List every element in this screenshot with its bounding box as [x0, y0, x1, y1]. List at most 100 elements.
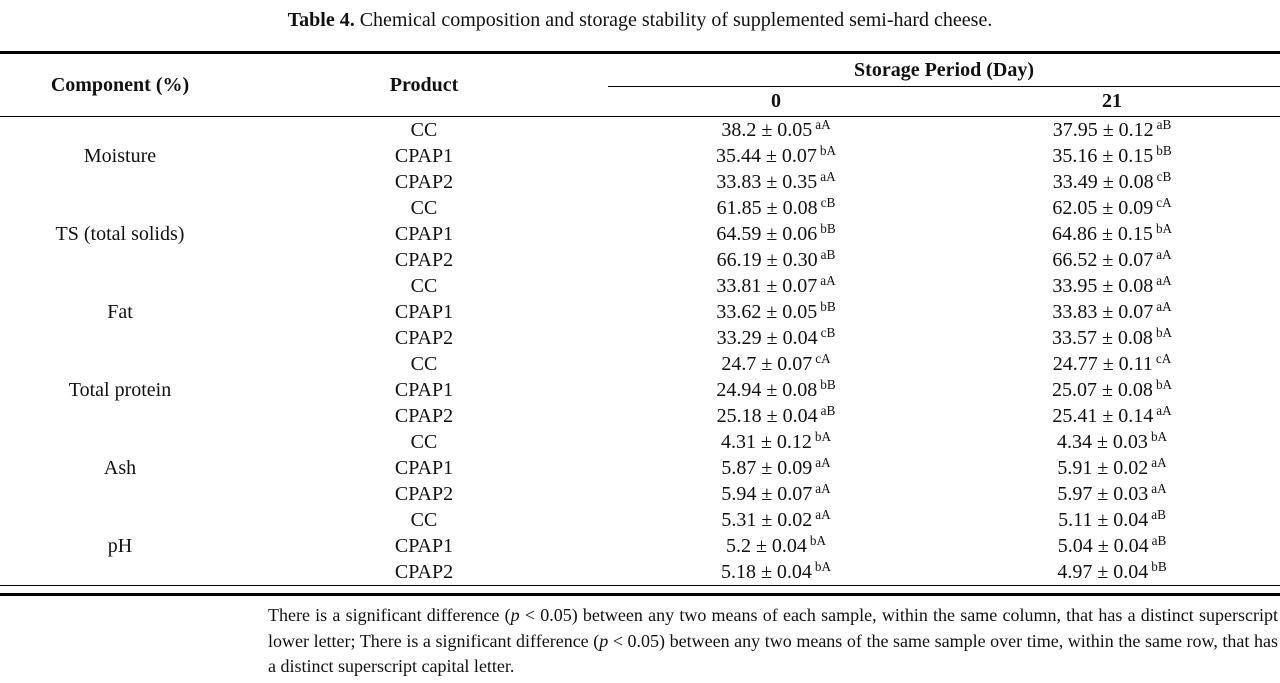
significance-superscript: aA [815, 506, 831, 522]
value-text: 33.29 ± 0.04 [716, 327, 818, 349]
product-cell: CPAP1 [394, 301, 454, 323]
significance-superscript: bA [1155, 376, 1173, 392]
table-row: Total protein CC 24.7 ± 0.07 cA 24.77 ± 0… [0, 351, 1280, 401]
value-cell-day21: 24.77 ± 0.11 cA [944, 351, 1280, 377]
value-cell-day0: 38.2 ± 0.05 aA [608, 117, 944, 144]
table-row: CPAP2 33.83 ± 0.35 aA 33.49 ± 0.08 cB [0, 169, 1280, 195]
value-text: 37.95 ± 0.12 [1052, 119, 1154, 141]
significance-superscript: cB [1156, 168, 1172, 184]
value-cell-day0: 64.59 ± 0.06 bB [608, 221, 944, 247]
product-cell: CPAP1 [394, 457, 454, 479]
component-cell: Fat [107, 301, 133, 323]
table-caption-text: Chemical composition and storage stabili… [354, 9, 993, 31]
significance-superscript: aB [1151, 506, 1166, 522]
significance-superscript: bB [820, 298, 836, 314]
value-text: 25.41 ± 0.14 [1052, 405, 1154, 427]
value-cell-day21: 35.16 ± 0.15 bB [944, 143, 1280, 169]
significance-superscript: bB [1151, 558, 1167, 574]
table-row: CPAP1 5.87 ± 0.09 aA 5.91 ± 0.02 aA [0, 455, 1280, 481]
product-cell: CPAP1 [394, 535, 454, 557]
significance-superscript: bB [820, 376, 836, 392]
footnote-text: There is a significant difference ( [268, 605, 511, 625]
table-caption: Table 4. Chemical composition and storag… [0, 0, 1280, 32]
significance-superscript: aA [1156, 272, 1172, 288]
product-cell: CPAP1 [394, 145, 454, 167]
value-text: 4.31 ± 0.12 [720, 431, 812, 453]
composition-table: Component (%) Product Storage Period (Da… [0, 51, 1280, 586]
value-cell-day21: 4.97 ± 0.04 bB [944, 559, 1280, 586]
footnote-p-italic: p [510, 605, 520, 625]
table-row: Fat CC 33.81 ± 0.07 aA 33.95 ± 0.08 aA [0, 273, 1280, 323]
value-text: 4.34 ± 0.03 [1056, 431, 1148, 453]
value-cell-day0: 33.62 ± 0.05 bB [608, 299, 944, 325]
header-day-0: 0 [771, 90, 781, 112]
significance-superscript: aB [820, 246, 836, 262]
value-cell-day0: 61.85 ± 0.08 cB [608, 195, 944, 221]
table-row: pH CC 5.31 ± 0.02 aA 5.11 ± 0.04 aB [0, 506, 1280, 557]
significance-superscript: bA [1150, 428, 1168, 444]
value-cell-day0: 33.29 ± 0.04 cB [608, 325, 944, 351]
value-text: 33.57 ± 0.08 [1051, 327, 1153, 349]
significance-superscript: aB [820, 402, 836, 418]
value-text: 64.59 ± 0.06 [716, 223, 818, 245]
value-cell-day21: 5.11 ± 0.04 aB [944, 507, 1280, 533]
significance-superscript: cA [1155, 350, 1172, 366]
value-cell-day21: 25.07 ± 0.08 bA [944, 377, 1280, 403]
significance-superscript: bA [809, 532, 827, 548]
significance-superscript: bA [814, 428, 832, 444]
component-cell: Ash [103, 457, 137, 479]
significance-superscript: bB [820, 220, 836, 236]
product-cell: CPAP2 [394, 171, 454, 193]
value-text: 5.31 ± 0.02 [721, 509, 813, 531]
significance-superscript: cB [820, 194, 836, 210]
product-cell: CC [410, 353, 438, 375]
value-text: 33.81 ± 0.07 [716, 275, 818, 297]
table-bottom-rule [0, 593, 1280, 596]
product-cell: CPAP2 [394, 327, 454, 349]
value-text: 5.04 ± 0.04 [1057, 535, 1149, 557]
value-cell-day21: 33.95 ± 0.08 aA [944, 273, 1280, 299]
value-cell-day0: 35.44 ± 0.07 bA [608, 143, 944, 169]
footnote-p-italic: p [599, 630, 609, 651]
value-text: 5.11 ± 0.04 [1058, 509, 1149, 531]
significance-superscript: aA [1151, 454, 1167, 470]
product-cell: CC [410, 119, 438, 141]
significance-superscript: aA [815, 454, 831, 470]
value-text: 5.91 ± 0.02 [1057, 457, 1149, 479]
value-cell-day21: 62.05 ± 0.09 cA [944, 195, 1280, 221]
value-text: 33.83 ± 0.35 [716, 171, 818, 193]
value-text: 24.77 ± 0.11 [1052, 353, 1153, 375]
table-row: CPAP2 5.18 ± 0.04 bA 4.97 ± 0.04 bB [0, 559, 1280, 586]
value-cell-day0: 24.7 ± 0.07 cA [608, 351, 944, 377]
table-row: Moisture CC 38.2 ± 0.05 aA 37.95 ± 0.12 aB [0, 116, 1280, 167]
significance-superscript: bB [1156, 142, 1172, 158]
value-cell-day0: 4.31 ± 0.12 bA [608, 429, 944, 455]
product-cell: CPAP2 [394, 405, 454, 427]
value-cell-day0: 5.94 ± 0.07 aA [608, 481, 944, 507]
footnote-text: < 0.05) between any two means of the sam… [268, 630, 1278, 677]
value-cell-day21: 25.41 ± 0.14 aA [944, 403, 1280, 429]
table-row: Ash CC 4.31 ± 0.12 bA 4.34 ± 0.03 bA [0, 429, 1280, 479]
significance-superscript: aA [1156, 246, 1172, 262]
significance-superscript: aB [1156, 116, 1172, 132]
header-product: Product [389, 73, 459, 96]
header-day-21: 21 [1102, 90, 1122, 112]
value-cell-day0: 5.2 ± 0.04 bA [608, 533, 944, 559]
value-text: 61.85 ± 0.08 [716, 197, 818, 219]
component-cell: pH [107, 535, 133, 557]
significance-superscript: aA [1156, 402, 1172, 418]
significance-superscript: bA [1155, 324, 1173, 340]
value-cell-day21: 4.34 ± 0.03 bA [944, 429, 1280, 455]
value-cell-day21: 33.49 ± 0.08 cB [944, 169, 1280, 195]
value-cell-day21: 33.83 ± 0.07 aA [944, 299, 1280, 325]
value-cell-day21: 66.52 ± 0.07 aA [944, 247, 1280, 273]
significance-superscript: aA [1151, 480, 1167, 496]
significance-superscript: aA [815, 480, 831, 496]
value-text: 35.16 ± 0.15 [1052, 145, 1154, 167]
value-cell-day0: 24.94 ± 0.08 bB [608, 377, 944, 403]
table-row: CPAP1 24.94 ± 0.08 bB 25.07 ± 0.08 bA [0, 377, 1280, 403]
value-cell-day21: 5.04 ± 0.04 aB [944, 533, 1280, 559]
table-row: CPAP1 5.2 ± 0.04 bA 5.04 ± 0.04 aB [0, 533, 1280, 559]
table-row: CPAP1 33.62 ± 0.05 bB 33.83 ± 0.07 aA [0, 299, 1280, 325]
significance-superscript: bA [819, 142, 837, 158]
